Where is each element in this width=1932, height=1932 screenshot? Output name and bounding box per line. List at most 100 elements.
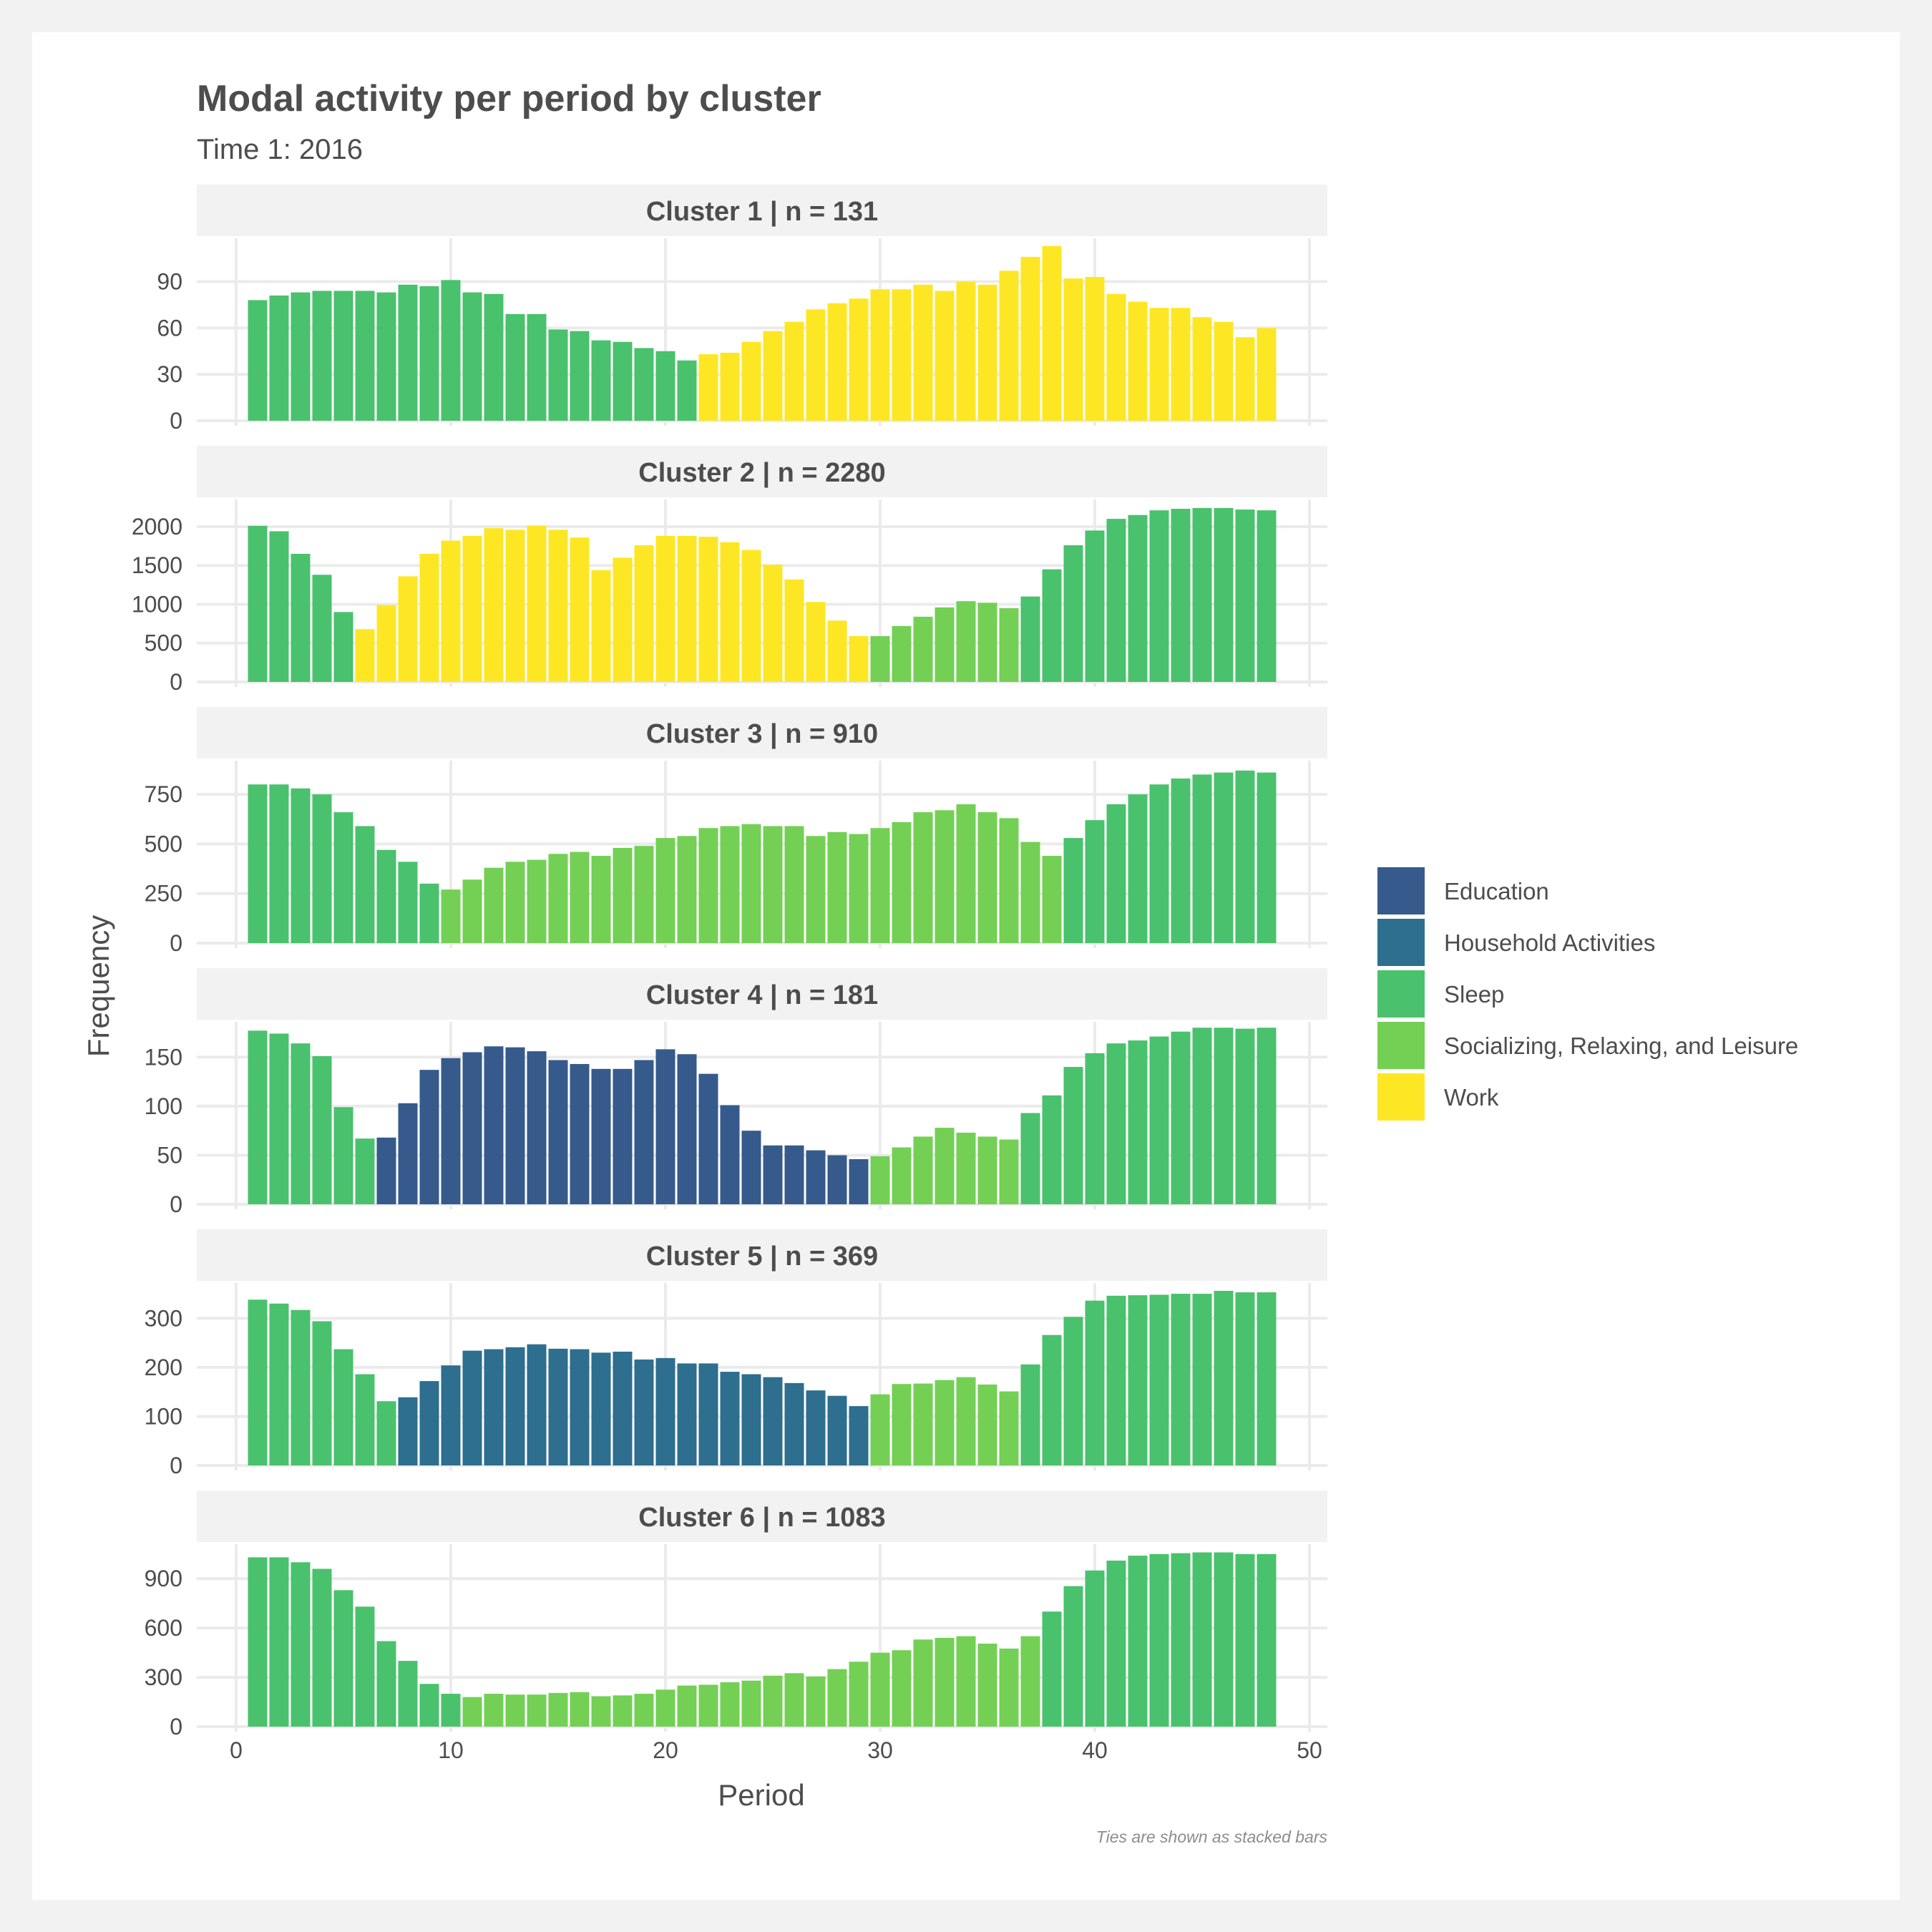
bar	[462, 1350, 482, 1465]
bar	[1128, 1556, 1148, 1727]
bar	[291, 553, 311, 682]
bar	[999, 1648, 1019, 1727]
bar	[1149, 308, 1169, 421]
bar	[634, 1060, 654, 1204]
legend-swatch	[1377, 867, 1425, 914]
bar	[763, 1145, 783, 1204]
y-tick-label: 2000	[132, 514, 182, 540]
bar	[720, 352, 740, 421]
y-tick-label: 500	[145, 831, 182, 857]
bar	[248, 1299, 268, 1465]
bar	[806, 1390, 826, 1465]
bar	[763, 1377, 783, 1465]
bar	[956, 281, 976, 421]
bar	[462, 879, 482, 943]
bar	[291, 1309, 311, 1465]
bar	[956, 1377, 976, 1465]
bar	[1085, 820, 1105, 943]
bar	[784, 826, 804, 943]
facet-strip-label: Cluster 3 | n = 910	[646, 719, 878, 749]
bar	[634, 846, 654, 943]
bar	[677, 1054, 697, 1204]
bar	[248, 1557, 268, 1727]
bar	[892, 625, 912, 682]
bar	[333, 812, 353, 943]
bar	[1192, 1028, 1212, 1204]
bar	[698, 537, 718, 682]
bar	[956, 601, 976, 682]
bar	[505, 1047, 525, 1204]
x-tick-label: 50	[1297, 1737, 1322, 1763]
bar	[419, 1070, 439, 1204]
bar	[441, 889, 461, 943]
bar	[763, 565, 783, 682]
facet-strip-label: Cluster 5 | n = 369	[646, 1241, 878, 1272]
bar	[1020, 841, 1040, 943]
bar	[1042, 1611, 1062, 1727]
bar	[505, 313, 525, 421]
bar	[1106, 293, 1126, 421]
bar	[248, 300, 268, 421]
bar	[527, 1051, 547, 1204]
bar	[291, 788, 311, 943]
bar	[913, 1136, 933, 1204]
bar	[827, 1669, 847, 1727]
bar	[698, 1073, 718, 1204]
bar	[784, 579, 804, 682]
bar	[849, 298, 869, 421]
bar	[1106, 1560, 1126, 1727]
facet-6: Cluster 6 | n = 1083 0 300 600 900	[145, 1491, 1327, 1740]
bar	[505, 862, 525, 943]
bar	[355, 629, 375, 682]
bar	[1106, 804, 1126, 943]
x-tick-label: 10	[438, 1737, 464, 1763]
bar	[806, 309, 826, 421]
bar	[376, 849, 396, 943]
bar	[999, 270, 1019, 421]
y-tick-label: 0	[170, 1191, 182, 1217]
bar	[1063, 838, 1083, 943]
bar	[806, 836, 826, 943]
bar	[720, 1105, 740, 1204]
y-tick-label: 900	[145, 1566, 182, 1591]
bar	[505, 530, 525, 682]
bar	[1085, 1570, 1105, 1727]
bar	[892, 821, 912, 943]
bar	[935, 1380, 955, 1465]
bar	[570, 537, 590, 682]
legend-swatch	[1377, 1073, 1425, 1121]
bar	[355, 1374, 375, 1465]
bar	[269, 1303, 289, 1465]
bar	[1106, 1043, 1126, 1204]
bar	[913, 616, 933, 682]
facet-strip-label: Cluster 2 | n = 2280	[638, 458, 885, 488]
facet-1: Cluster 1 | n = 131 0 30 60 90	[157, 185, 1327, 434]
bar	[548, 530, 568, 682]
bar	[355, 826, 375, 943]
bar	[1063, 1067, 1083, 1204]
bar	[1235, 1292, 1255, 1465]
bar	[977, 1643, 997, 1727]
bar	[419, 553, 439, 682]
bar	[1085, 1300, 1105, 1465]
bar	[1085, 530, 1105, 682]
bar	[870, 1394, 890, 1465]
legend-label: Work	[1444, 1084, 1499, 1111]
y-tick-label: 1000	[132, 591, 182, 617]
bar	[999, 1391, 1019, 1465]
caption: Ties are shown as stacked bars	[1096, 1828, 1328, 1846]
bar	[1020, 256, 1040, 421]
bar	[827, 620, 847, 682]
bar	[376, 1401, 396, 1465]
bar	[634, 545, 654, 682]
y-tick-label: 300	[145, 1664, 182, 1690]
bar	[419, 286, 439, 421]
bar	[956, 1636, 976, 1727]
x-axis: 0 10 20 30 40 50	[230, 1737, 1322, 1763]
bar	[1020, 1364, 1040, 1465]
bar	[1214, 1290, 1234, 1465]
bar	[527, 859, 547, 943]
y-tick-label: 1500	[132, 552, 182, 578]
bar	[935, 1637, 955, 1727]
